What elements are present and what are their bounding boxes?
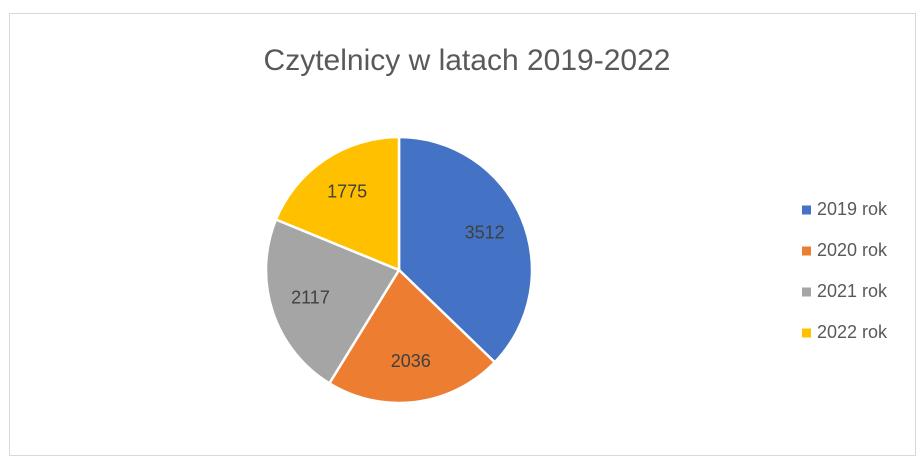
chart-title: Czytelnicy w latach 2019-2022 <box>264 44 671 77</box>
data-label: 2036 <box>391 351 431 371</box>
legend-swatch <box>802 287 811 297</box>
pie-slice <box>327 268 497 405</box>
legend-swatch <box>802 328 811 338</box>
legend-label: 2022 rok <box>817 322 888 342</box>
pie-slice <box>274 135 401 272</box>
pie-slice <box>264 217 401 386</box>
legend-label: 2021 rok <box>817 281 888 301</box>
legend-swatch <box>802 205 811 215</box>
pie-slice <box>397 135 534 365</box>
data-label: 2117 <box>291 288 330 308</box>
data-label: 3512 <box>465 222 505 242</box>
legend-label: 2019 rok <box>817 199 888 219</box>
legend-swatch <box>802 246 811 256</box>
legend-label: 2020 rok <box>817 240 888 260</box>
data-label: 1775 <box>327 181 367 201</box>
